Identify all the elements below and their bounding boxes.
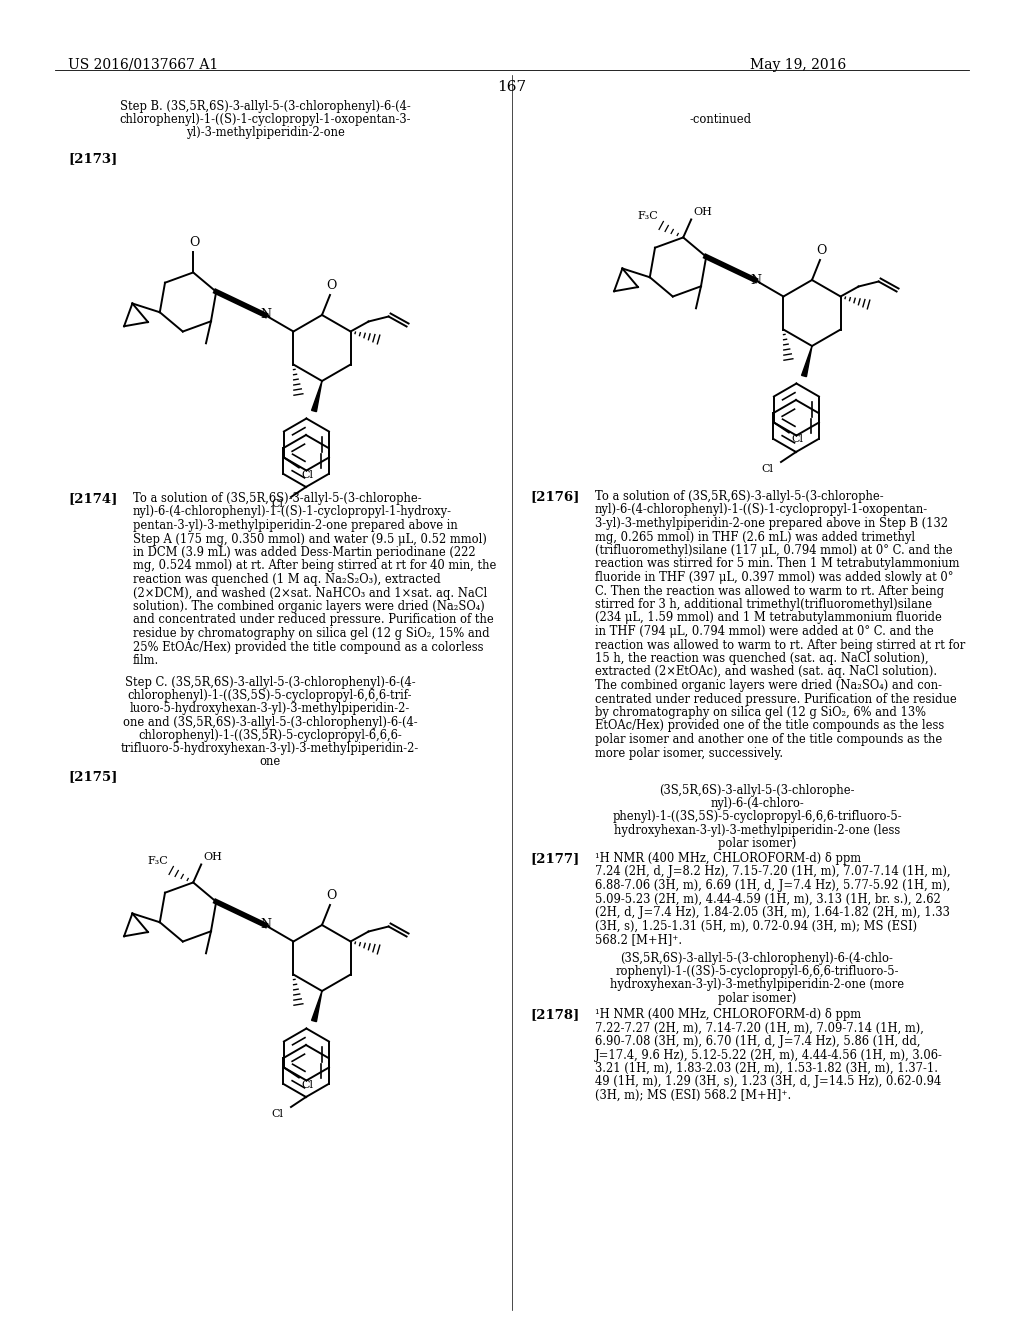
Text: 6.88-7.06 (3H, m), 6.69 (1H, d, J=7.4 Hz), 5.77-5.92 (1H, m),: 6.88-7.06 (3H, m), 6.69 (1H, d, J=7.4 Hz… xyxy=(595,879,950,892)
Text: solution). The combined organic layers were dried (Na₂SO₄): solution). The combined organic layers w… xyxy=(133,601,484,612)
Text: (3H, s), 1.25-1.31 (5H, m), 0.72-0.94 (3H, m); MS (ESI): (3H, s), 1.25-1.31 (5H, m), 0.72-0.94 (3… xyxy=(595,920,918,932)
Text: O: O xyxy=(816,244,826,257)
Text: 568.2 [M+H]⁺.: 568.2 [M+H]⁺. xyxy=(595,933,682,946)
Text: Cl: Cl xyxy=(761,465,773,474)
Text: fluoride in THF (397 μL, 0.397 mmol) was added slowly at 0°: fluoride in THF (397 μL, 0.397 mmol) was… xyxy=(595,572,953,583)
Text: pentan-3-yl)-3-methylpiperidin-2-one prepared above in: pentan-3-yl)-3-methylpiperidin-2-one pre… xyxy=(133,519,458,532)
Text: by chromatography on silica gel (12 g SiO₂, 6% and 13%: by chromatography on silica gel (12 g Si… xyxy=(595,706,926,719)
Text: in THF (794 μL, 0.794 mmol) were added at 0° C. and the: in THF (794 μL, 0.794 mmol) were added a… xyxy=(595,624,934,638)
Text: rophenyl)-1-((3S)-5-cyclopropyl-6,6,6-trifluoro-5-: rophenyl)-1-((3S)-5-cyclopropyl-6,6,6-tr… xyxy=(615,965,899,978)
Text: F₃C: F₃C xyxy=(638,211,658,222)
Text: May 19, 2016: May 19, 2016 xyxy=(750,58,846,73)
Text: Cl: Cl xyxy=(271,1109,283,1119)
Text: one: one xyxy=(259,755,281,768)
Text: US 2016/0137667 A1: US 2016/0137667 A1 xyxy=(68,58,218,73)
Text: OH: OH xyxy=(693,207,712,218)
Text: one and (3S,5R,6S)-3-allyl-5-(3-chlorophenyl)-6-(4-: one and (3S,5R,6S)-3-allyl-5-(3-chloroph… xyxy=(123,715,418,729)
Polygon shape xyxy=(802,346,812,376)
Text: N: N xyxy=(751,273,762,286)
Text: J=17.4, 9.6 Hz), 5.12-5.22 (2H, m), 4.44-4.56 (1H, m), 3.06-: J=17.4, 9.6 Hz), 5.12-5.22 (2H, m), 4.44… xyxy=(595,1048,943,1061)
Text: (2H, d, J=7.4 Hz), 1.84-2.05 (3H, m), 1.64-1.82 (2H, m), 1.33: (2H, d, J=7.4 Hz), 1.84-2.05 (3H, m), 1.… xyxy=(595,906,950,919)
Text: 5.09-5.23 (2H, m), 4.44-4.59 (1H, m), 3.13 (1H, br. s.), 2.62: 5.09-5.23 (2H, m), 4.44-4.59 (1H, m), 3.… xyxy=(595,892,941,906)
Text: reaction was quenched (1 M aq. Na₂S₂O₃), extracted: reaction was quenched (1 M aq. Na₂S₂O₃),… xyxy=(133,573,440,586)
Text: mg, 0.265 mmol) in THF (2.6 mL) was added trimethyl: mg, 0.265 mmol) in THF (2.6 mL) was adde… xyxy=(595,531,915,544)
Text: 167: 167 xyxy=(498,81,526,94)
Text: film.: film. xyxy=(133,653,160,667)
Text: EtOAc/Hex) provided one of the title compounds as the less: EtOAc/Hex) provided one of the title com… xyxy=(595,719,944,733)
Text: reaction was allowed to warm to rt. After being stirred at rt for: reaction was allowed to warm to rt. Afte… xyxy=(595,639,966,652)
Text: Cl: Cl xyxy=(301,1080,313,1089)
Text: reaction was stirred for 5 min. Then 1 M tetrabutylammonium: reaction was stirred for 5 min. Then 1 M… xyxy=(595,557,959,570)
Text: 7.22-7.27 (2H, m), 7.14-7.20 (1H, m), 7.09-7.14 (1H, m),: 7.22-7.27 (2H, m), 7.14-7.20 (1H, m), 7.… xyxy=(595,1022,924,1035)
Text: O: O xyxy=(326,888,336,902)
Text: O: O xyxy=(189,236,200,249)
Text: To a solution of (3S,5R,6S)-3-allyl-5-(3-chlorophe-: To a solution of (3S,5R,6S)-3-allyl-5-(3… xyxy=(133,492,422,506)
Text: chlorophenyl)-1-((S)-1-cyclopropyl-1-oxopentan-3-: chlorophenyl)-1-((S)-1-cyclopropyl-1-oxo… xyxy=(119,114,411,125)
Text: residue by chromatography on silica gel (12 g SiO₂, 15% and: residue by chromatography on silica gel … xyxy=(133,627,489,640)
Text: nyl)-6-(4-chlorophenyl)-1-((S)-1-cyclopropyl-1-hydroxy-: nyl)-6-(4-chlorophenyl)-1-((S)-1-cyclopr… xyxy=(133,506,452,519)
Text: [2173]: [2173] xyxy=(68,152,118,165)
Polygon shape xyxy=(311,991,322,1022)
Text: (234 μL, 1.59 mmol) and 1 M tetrabutylammonium fluoride: (234 μL, 1.59 mmol) and 1 M tetrabutylam… xyxy=(595,611,942,624)
Text: ¹H NMR (400 MHz, CHLOROFORM-d) δ ppm: ¹H NMR (400 MHz, CHLOROFORM-d) δ ppm xyxy=(595,851,861,865)
Text: (3H, m); MS (ESI) 568.2 [M+H]⁺.: (3H, m); MS (ESI) 568.2 [M+H]⁺. xyxy=(595,1089,792,1102)
Text: nyl)-6-(4-chlorophenyl)-1-((S)-1-cyclopropyl-1-oxopentan-: nyl)-6-(4-chlorophenyl)-1-((S)-1-cyclopr… xyxy=(595,503,928,516)
Text: chlorophenyl)-1-((3S,5R)-5-cyclopropyl-6,6,6-: chlorophenyl)-1-((3S,5R)-5-cyclopropyl-6… xyxy=(138,729,401,742)
Text: [2178]: [2178] xyxy=(530,1008,580,1020)
Text: chlorophenyl)-1-((3S,5S)-5-cyclopropyl-6,6,6-trif-: chlorophenyl)-1-((3S,5S)-5-cyclopropyl-6… xyxy=(128,689,413,702)
Text: 25% EtOAc/Hex) provided the title compound as a colorless: 25% EtOAc/Hex) provided the title compou… xyxy=(133,640,483,653)
Text: mg, 0.524 mmol) at rt. After being stirred at rt for 40 min, the: mg, 0.524 mmol) at rt. After being stirr… xyxy=(133,560,497,573)
Text: Cl: Cl xyxy=(301,470,313,479)
Text: polar isomer): polar isomer) xyxy=(718,837,797,850)
Text: 7.24 (2H, d, J=8.2 Hz), 7.15-7.20 (1H, m), 7.07-7.14 (1H, m),: 7.24 (2H, d, J=8.2 Hz), 7.15-7.20 (1H, m… xyxy=(595,866,950,879)
Polygon shape xyxy=(311,381,322,412)
Text: N: N xyxy=(260,919,271,932)
Text: hydroxyhexan-3-yl)-3-methylpiperidin-2-one (less: hydroxyhexan-3-yl)-3-methylpiperidin-2-o… xyxy=(613,824,900,837)
Text: OH: OH xyxy=(203,853,222,862)
Text: 6.90-7.08 (3H, m), 6.70 (1H, d, J=7.4 Hz), 5.86 (1H, dd,: 6.90-7.08 (3H, m), 6.70 (1H, d, J=7.4 Hz… xyxy=(595,1035,921,1048)
Text: 3-yl)-3-methylpiperidin-2-one prepared above in Step B (132: 3-yl)-3-methylpiperidin-2-one prepared a… xyxy=(595,517,948,531)
Text: Step A (175 mg, 0.350 mmol) and water (9.5 μL, 0.52 mmol): Step A (175 mg, 0.350 mmol) and water (9… xyxy=(133,532,486,545)
Text: To a solution of (3S,5R,6S)-3-allyl-5-(3-chlorophe-: To a solution of (3S,5R,6S)-3-allyl-5-(3… xyxy=(595,490,884,503)
Text: Cl: Cl xyxy=(271,499,283,510)
Text: nyl)-6-(4-chloro-: nyl)-6-(4-chloro- xyxy=(710,797,804,810)
Text: The combined organic layers were dried (Na₂SO₄) and con-: The combined organic layers were dried (… xyxy=(595,678,942,692)
Text: F₃C: F₃C xyxy=(147,857,168,866)
Text: Cl: Cl xyxy=(791,434,803,445)
Text: polar isomer and another one of the title compounds as the: polar isomer and another one of the titl… xyxy=(595,733,942,746)
Text: more polar isomer, successively.: more polar isomer, successively. xyxy=(595,747,783,759)
Text: in DCM (3.9 mL) was added Dess-Martin periodinane (222: in DCM (3.9 mL) was added Dess-Martin pe… xyxy=(133,546,475,558)
Text: (2×DCM), and washed (2×sat. NaHCO₃ and 1×sat. aq. NaCl: (2×DCM), and washed (2×sat. NaHCO₃ and 1… xyxy=(133,586,487,599)
Text: ¹H NMR (400 MHz, CHLOROFORM-d) δ ppm: ¹H NMR (400 MHz, CHLOROFORM-d) δ ppm xyxy=(595,1008,861,1020)
Text: stirred for 3 h, additional trimethyl(trifluoromethyl)silane: stirred for 3 h, additional trimethyl(tr… xyxy=(595,598,932,611)
Text: luoro-5-hydroxyhexan-3-yl)-3-methylpiperidin-2-: luoro-5-hydroxyhexan-3-yl)-3-methylpiper… xyxy=(130,702,411,715)
Text: [2175]: [2175] xyxy=(68,770,118,783)
Text: extracted (2×EtOAc), and washed (sat. aq. NaCl solution).: extracted (2×EtOAc), and washed (sat. aq… xyxy=(595,665,937,678)
Text: polar isomer): polar isomer) xyxy=(718,991,797,1005)
Text: (3S,5R,6S)-3-allyl-5-(3-chlorophenyl)-6-(4-chlo-: (3S,5R,6S)-3-allyl-5-(3-chlorophenyl)-6-… xyxy=(621,952,893,965)
Text: C. Then the reaction was allowed to warm to rt. After being: C. Then the reaction was allowed to warm… xyxy=(595,585,944,598)
Text: centrated under reduced pressure. Purification of the residue: centrated under reduced pressure. Purifi… xyxy=(595,693,956,705)
Text: [2176]: [2176] xyxy=(530,490,580,503)
Text: Step B. (3S,5R,6S)-3-allyl-5-(3-chlorophenyl)-6-(4-: Step B. (3S,5R,6S)-3-allyl-5-(3-chloroph… xyxy=(120,100,411,114)
Text: and concentrated under reduced pressure. Purification of the: and concentrated under reduced pressure.… xyxy=(133,614,494,627)
Text: N: N xyxy=(260,309,271,322)
Text: hydroxyhexan-3-yl)-3-methylpiperidin-2-one (more: hydroxyhexan-3-yl)-3-methylpiperidin-2-o… xyxy=(610,978,904,991)
Text: 15 h, the reaction was quenched (sat. aq. NaCl solution),: 15 h, the reaction was quenched (sat. aq… xyxy=(595,652,929,665)
Text: -continued: -continued xyxy=(690,114,752,125)
Text: (3S,5R,6S)-3-allyl-5-(3-chlorophe-: (3S,5R,6S)-3-allyl-5-(3-chlorophe- xyxy=(659,784,855,797)
Text: yl)-3-methylpiperidin-2-one: yl)-3-methylpiperidin-2-one xyxy=(185,125,344,139)
Text: trifluoro-5-hydroxyhexan-3-yl)-3-methylpiperidin-2-: trifluoro-5-hydroxyhexan-3-yl)-3-methylp… xyxy=(121,742,419,755)
Text: (trifluoromethyl)silane (117 μL, 0.794 mmol) at 0° C. and the: (trifluoromethyl)silane (117 μL, 0.794 m… xyxy=(595,544,952,557)
Text: Step C. (3S,5R,6S)-3-allyl-5-(3-chlorophenyl)-6-(4-: Step C. (3S,5R,6S)-3-allyl-5-(3-chloroph… xyxy=(125,676,416,689)
Text: 3.21 (1H, m), 1.83-2.03 (2H, m), 1.53-1.82 (3H, m), 1.37-1.: 3.21 (1H, m), 1.83-2.03 (2H, m), 1.53-1.… xyxy=(595,1063,938,1074)
Text: [2177]: [2177] xyxy=(530,851,580,865)
Text: phenyl)-1-((3S,5S)-5-cyclopropyl-6,6,6-trifluoro-5-: phenyl)-1-((3S,5S)-5-cyclopropyl-6,6,6-t… xyxy=(612,810,902,824)
Text: [2174]: [2174] xyxy=(68,492,118,506)
Text: 49 (1H, m), 1.29 (3H, s), 1.23 (3H, d, J=14.5 Hz), 0.62-0.94: 49 (1H, m), 1.29 (3H, s), 1.23 (3H, d, J… xyxy=(595,1076,941,1089)
Text: O: O xyxy=(326,279,336,292)
